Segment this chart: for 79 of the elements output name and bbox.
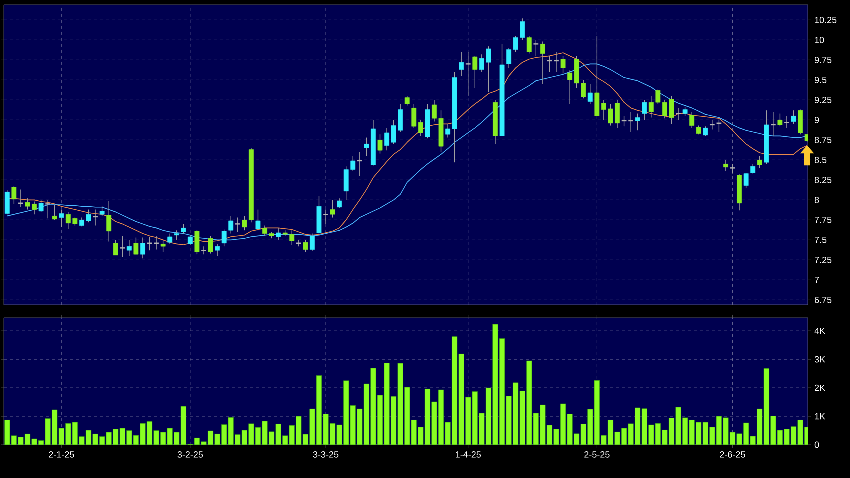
candlestick [181, 224, 186, 234]
candlestick [791, 110, 796, 125]
candlestick [4, 190, 10, 215]
candlestick [404, 96, 410, 106]
y-tick-label: 10.25 [815, 16, 837, 24]
x-tick-label: 1-4-25 [456, 452, 481, 458]
candlestick [194, 230, 200, 255]
candlestick [222, 229, 227, 247]
candlestick [750, 164, 756, 174]
candlestick [38, 200, 44, 213]
y-tick-label: 9.75 [814, 56, 832, 64]
candlestick [472, 56, 478, 89]
y-tick-label: 7.75 [814, 217, 832, 224]
candlestick [276, 228, 282, 241]
candlestick [52, 204, 58, 221]
candlestick [757, 156, 762, 169]
y-tick-label: 7.5 [814, 237, 827, 244]
candlestick [160, 240, 166, 253]
candlestick [215, 244, 220, 257]
y-tick-label: 9.5 [814, 76, 827, 84]
y-tick-label: 4K [814, 328, 826, 334]
candlestick [126, 240, 132, 257]
candlestick [100, 206, 105, 217]
candlestick [310, 233, 315, 252]
x-tick-label: 2-1-25 [49, 452, 74, 458]
candlestick [724, 160, 728, 172]
candlestick [459, 52, 464, 77]
candlestick [134, 237, 139, 255]
candlestick [106, 200, 112, 242]
candlestick [465, 52, 472, 97]
candlestick [798, 109, 803, 135]
candlestick [526, 36, 532, 54]
x-tick-label: 3-2-25 [178, 452, 204, 458]
candlestick [703, 126, 708, 137]
x-tick-label: 2-6-25 [720, 452, 746, 458]
candlestick [560, 56, 566, 74]
candlestick [378, 134, 383, 154]
y-tick-label: 1K [815, 413, 826, 420]
candlestick [188, 235, 193, 246]
y-tick-label: 10 [815, 37, 824, 44]
candlestick [174, 230, 180, 241]
candlestick [303, 240, 308, 253]
candlestick [588, 84, 593, 105]
candlestick [337, 198, 342, 209]
y-tick-label: 8.75 [814, 136, 832, 144]
candlestick [256, 209, 261, 231]
y-tick-label: 2K [814, 384, 826, 392]
y-tick-label: 0 [814, 442, 820, 448]
candlestick [540, 41, 546, 85]
candlestick [533, 40, 540, 57]
y-tick-label: 8.5 [814, 156, 827, 164]
candlestick [642, 100, 648, 121]
candlestick [690, 112, 695, 129]
x-tick-label: 2-5-25 [584, 452, 610, 458]
y-tick-label: 8 [814, 196, 820, 204]
candlestick [234, 217, 241, 233]
candlestick [113, 240, 118, 256]
candlestick [635, 113, 640, 131]
x-tick-label: 3-3-25 [313, 452, 339, 458]
candlestick [730, 164, 736, 174]
candlestick [168, 233, 173, 245]
y-tick-label: 3K [814, 356, 826, 363]
candlestick [208, 236, 214, 254]
candlestick [59, 209, 64, 228]
y-tick-label: 9.25 [814, 96, 832, 104]
candlestick [140, 237, 146, 259]
y-tick-label: 7.25 [814, 256, 832, 264]
candlestick [12, 186, 17, 205]
candlestick [675, 108, 682, 121]
candlestick [228, 216, 234, 234]
candlestick [778, 113, 783, 127]
candlestick [120, 236, 126, 258]
candlestick [330, 200, 336, 218]
y-tick-label: 6.75 [814, 296, 832, 304]
y-tick-label: 7 [814, 277, 820, 284]
y-tick-label: 8.25 [814, 176, 832, 184]
y-tick-label: 9 [814, 116, 820, 124]
candlestick [45, 200, 52, 219]
candlestick [744, 172, 749, 189]
